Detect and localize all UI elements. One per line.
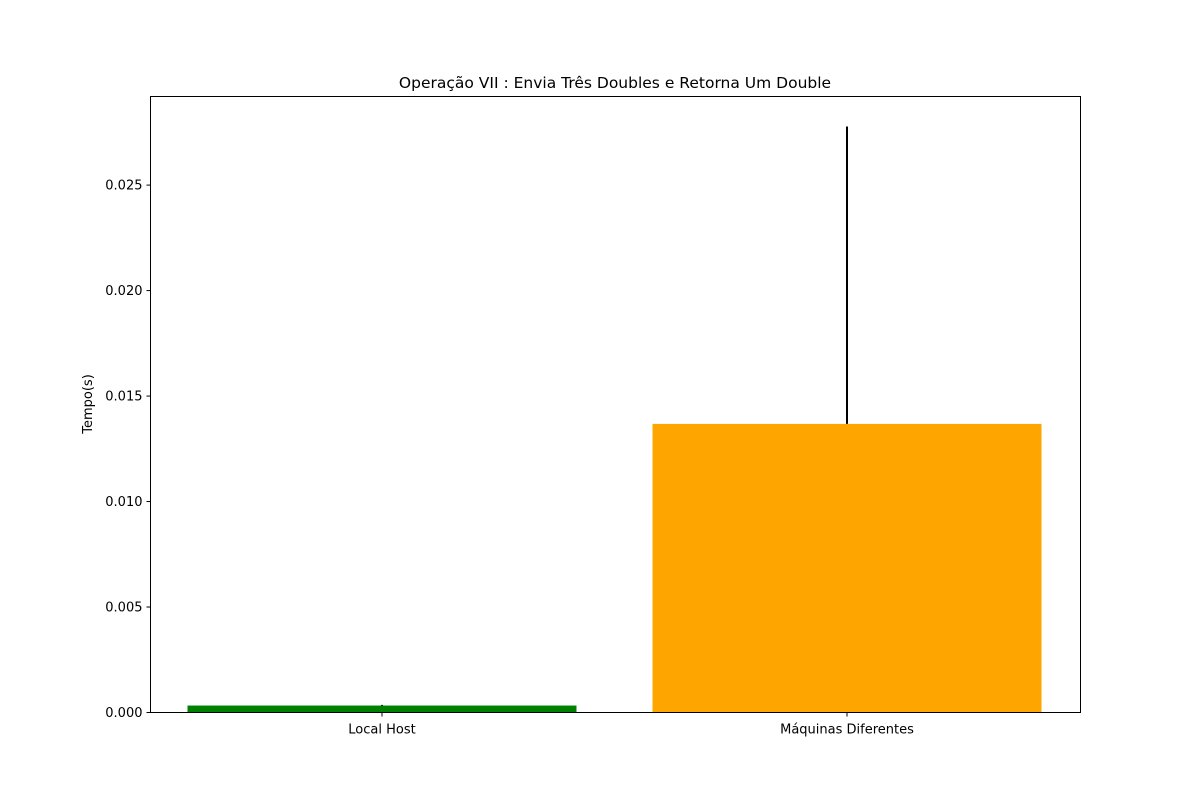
y-tick-label: 0.005 <box>105 601 142 616</box>
x-tick-label: Máquinas Diferentes <box>780 723 914 738</box>
y-axis-label: Tempo(s) <box>81 374 96 435</box>
y-tick-label: 0.010 <box>105 495 142 510</box>
chart-title: Operação VII : Envia Três Doubles e Reto… <box>399 74 831 92</box>
error-bars-layer <box>381 126 848 706</box>
y-tick-label: 0.015 <box>105 390 142 405</box>
y-axis-ticks: 0.000 0.005 0.010 0.015 0.020 0.025 <box>105 179 151 721</box>
x-axis-ticks: Local Host Máquinas Diferentes <box>348 712 914 738</box>
y-tick-label: 0.025 <box>105 179 142 194</box>
bar <box>187 705 577 713</box>
bars-layer <box>187 423 1042 713</box>
plot-area-frame <box>150 96 1081 713</box>
y-tick-label: 0.000 <box>105 706 142 721</box>
bar <box>652 423 1042 713</box>
y-tick-label: 0.020 <box>105 284 142 299</box>
x-tick-label: Local Host <box>348 723 415 738</box>
